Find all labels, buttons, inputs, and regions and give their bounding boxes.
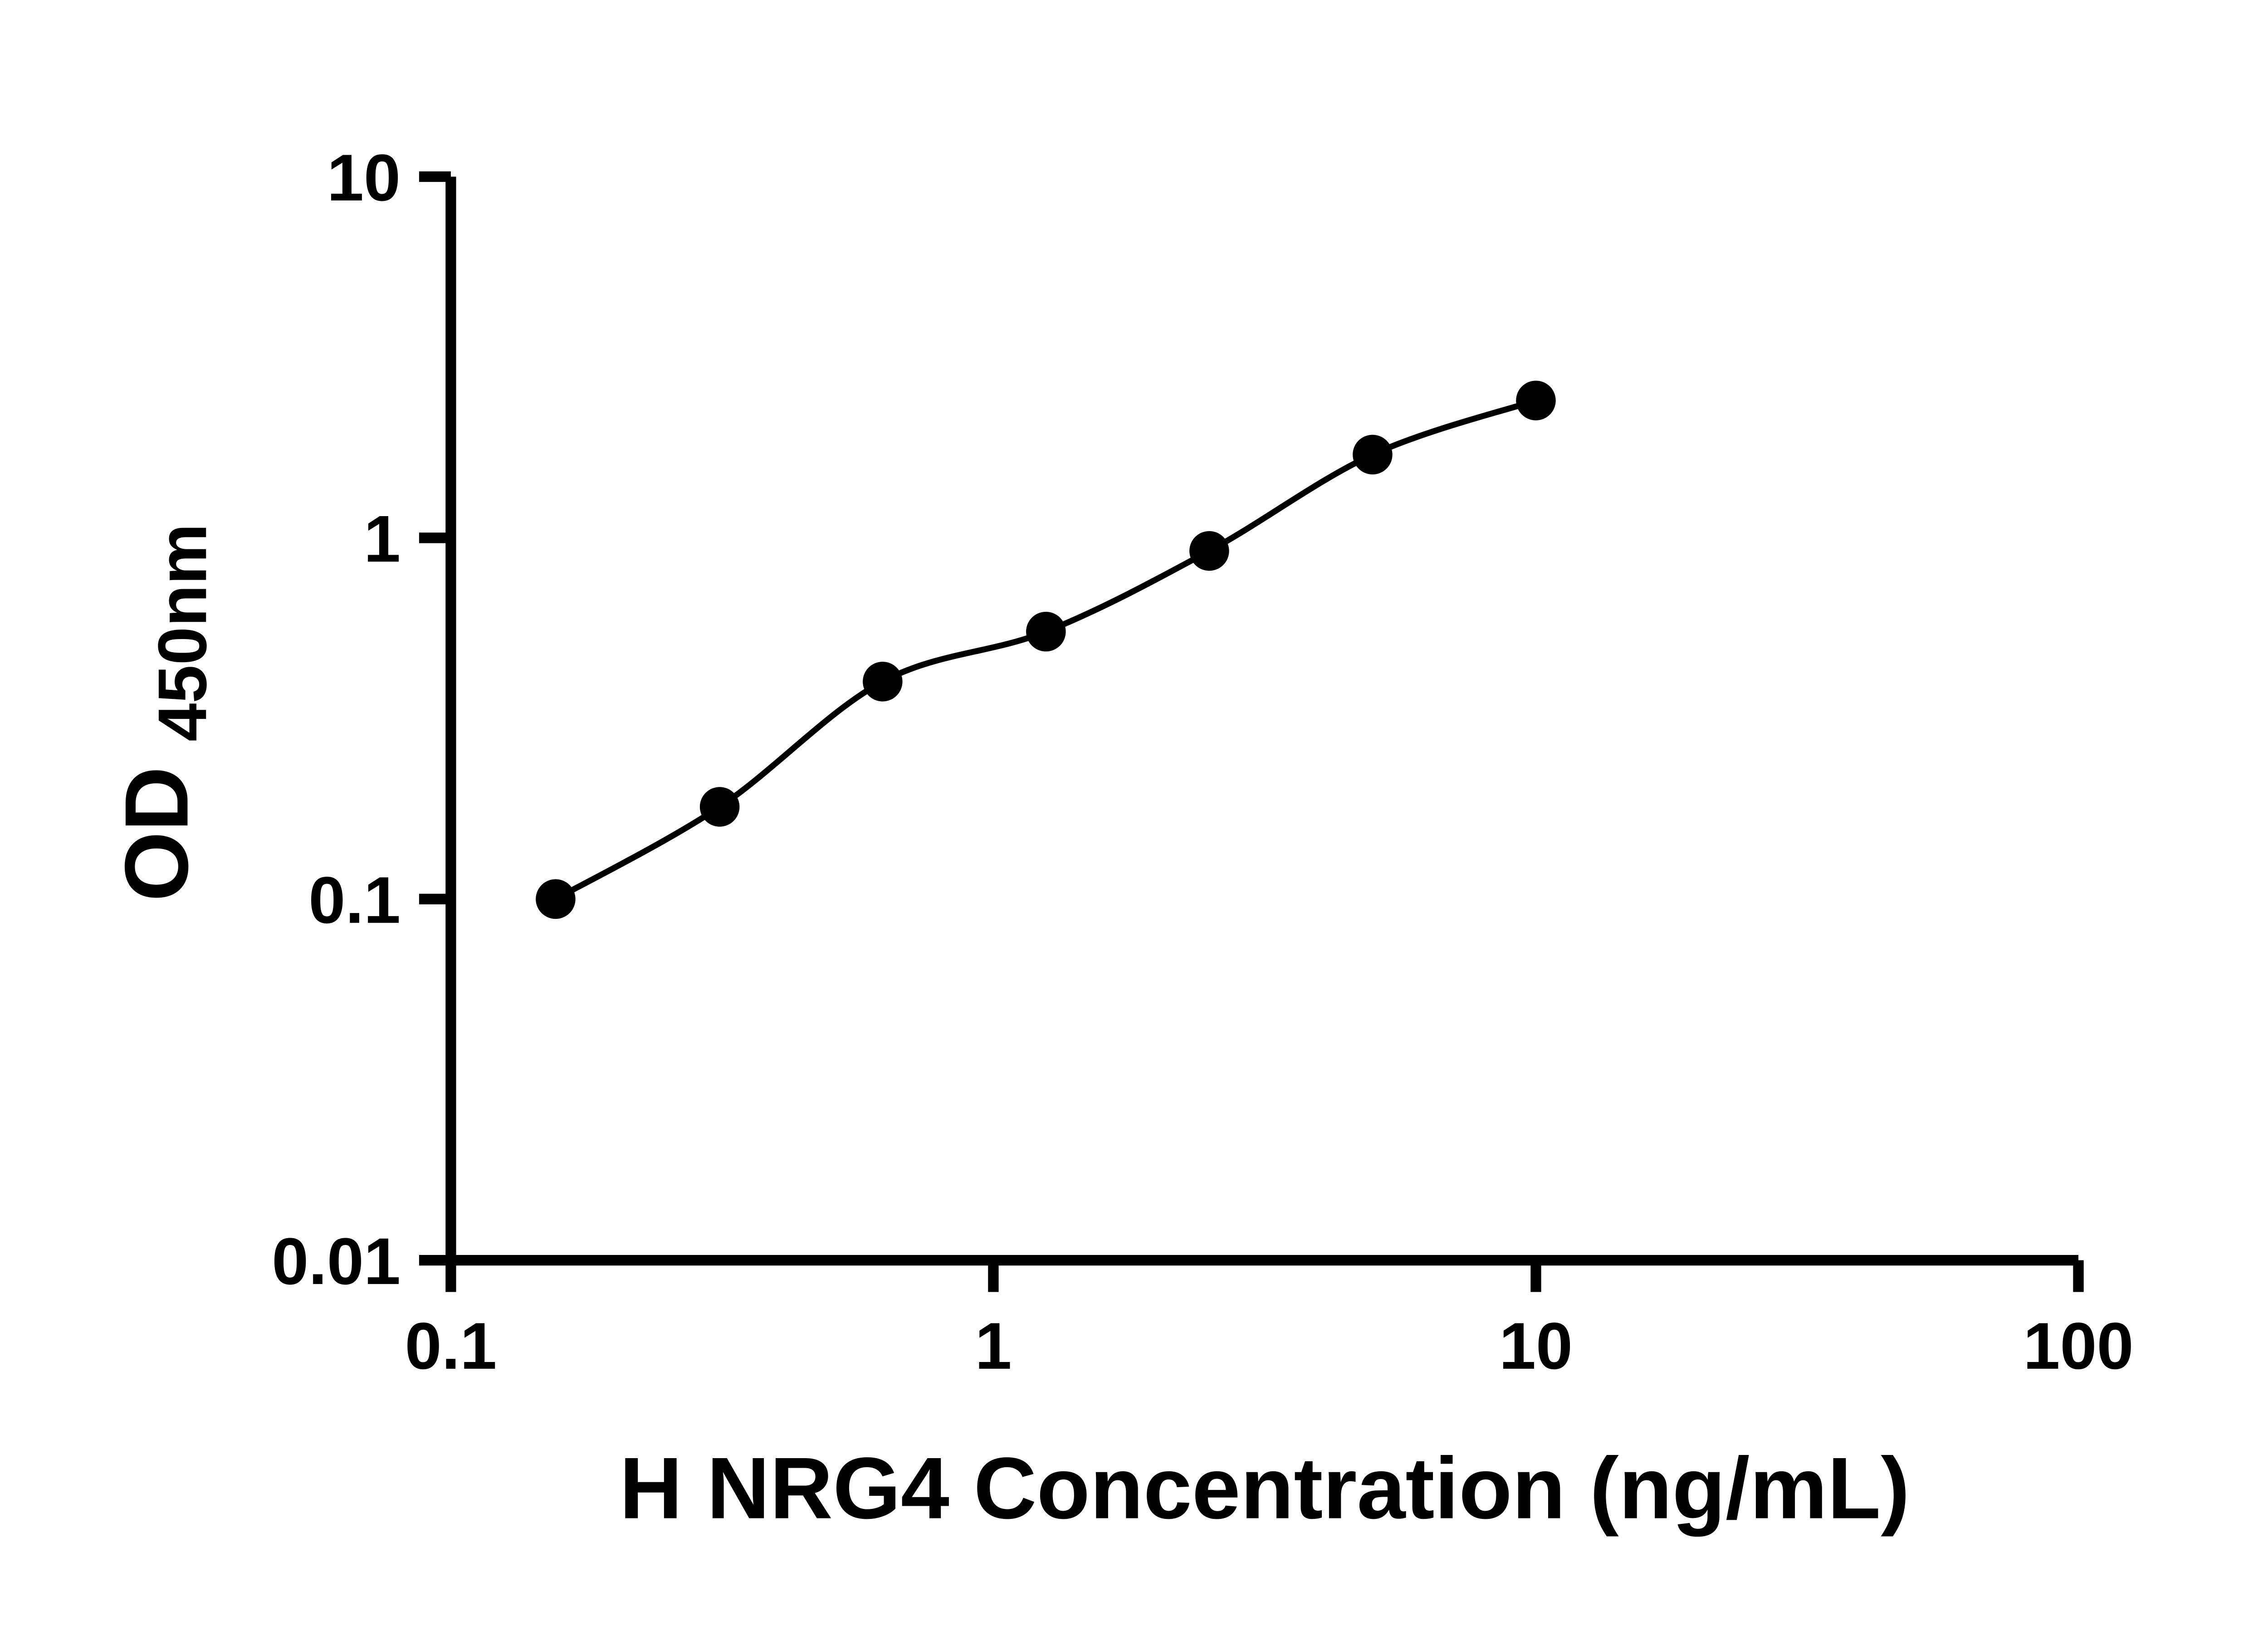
data-point-marker <box>863 662 903 702</box>
y-axis-title: OD 450nm <box>106 523 221 901</box>
y-tick-label: 10 <box>327 141 401 215</box>
data-point-marker <box>1189 531 1229 571</box>
axes <box>451 177 2078 1260</box>
data-point-marker <box>536 879 576 919</box>
x-tick-label: 10 <box>1499 1309 1573 1383</box>
y-tick-label: 0.01 <box>272 1224 401 1298</box>
y-tick-label: 1 <box>364 502 401 576</box>
x-tick-label: 100 <box>2023 1309 2133 1383</box>
data-point-marker <box>1353 435 1393 475</box>
axis-lines <box>451 177 2078 1260</box>
y-axis-title-subscript: 450nm <box>144 523 221 742</box>
x-axis-title: H NRG4 Concentration (ng/mL) <box>620 1440 1910 1537</box>
x-tick-label: 0.1 <box>405 1309 497 1383</box>
data-point-marker <box>1026 612 1066 652</box>
axis-ticks <box>419 177 2078 1292</box>
y-tick-label: 0.1 <box>308 863 401 937</box>
data-point-marker <box>1516 381 1556 420</box>
data-point-marker <box>700 787 740 827</box>
y-axis-title-main: OD <box>106 766 207 902</box>
x-tick-label: 1 <box>975 1309 1012 1383</box>
data-points <box>536 381 1556 919</box>
